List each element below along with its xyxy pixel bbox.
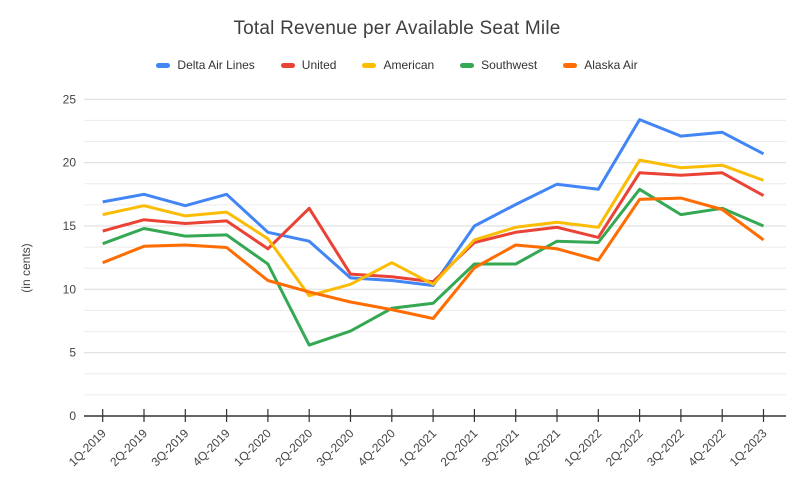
y-axis-title: (in cents) <box>19 243 33 292</box>
legend-marker-icon <box>460 62 475 68</box>
x-category-label: 3Q-2022 <box>644 426 687 469</box>
legend-label: Delta Air Lines <box>177 58 255 72</box>
legend-item-delta-air-lines: Delta Air Lines <box>156 58 255 72</box>
x-category-label: 2Q-2021 <box>438 426 481 469</box>
y-tick-label: 10 <box>63 282 77 296</box>
x-category-label: 3Q-2021 <box>479 426 522 469</box>
legend-item-united: United <box>280 58 337 72</box>
legend-label: Alaska Air <box>584 58 638 72</box>
y-tick-label: 25 <box>63 92 77 106</box>
y-tick-label: 0 <box>69 409 76 423</box>
series-line-alaska-air <box>102 196 765 320</box>
y-tick-label: 20 <box>63 156 77 170</box>
x-category-label: 1Q-2022 <box>561 426 604 469</box>
series-line-delta-air-lines <box>102 118 765 287</box>
legend-marker-icon <box>156 62 171 68</box>
series-line-united <box>102 171 765 284</box>
y-tick-label: 5 <box>69 346 76 360</box>
x-category-label: 2Q-2019 <box>107 426 150 469</box>
x-category-label: 1Q-2019 <box>66 426 109 469</box>
x-category-label: 4Q-2022 <box>685 426 728 469</box>
legend-label: Southwest <box>481 58 538 72</box>
legend-label: American <box>383 58 435 72</box>
x-category-label: 3Q-2020 <box>314 426 357 469</box>
series-line-southwest <box>102 187 765 347</box>
series-line-american <box>102 158 765 298</box>
chart-title: Total Revenue per Available Seat Mile <box>233 18 561 39</box>
x-category-label: 1Q-2023 <box>727 426 770 469</box>
x-category-label: 1Q-2021 <box>396 426 439 469</box>
legend: Delta Air Lines United American Southwest Al… <box>0 58 794 72</box>
legend-marker-icon <box>563 62 578 68</box>
x-category-label: 4Q-2020 <box>355 426 398 469</box>
y-tick-label: 15 <box>63 219 77 233</box>
legend-item-southwest: Southwest <box>460 58 537 72</box>
x-category-label: 1Q-2020 <box>231 426 274 469</box>
x-category-label: 3Q-2019 <box>148 426 191 469</box>
x-category-label: 4Q-2021 <box>520 426 563 469</box>
legend-item-american: American <box>362 58 434 72</box>
x-category-label: 2Q-2020 <box>272 426 315 469</box>
legend-item-alaska-air: Alaska Air <box>563 58 638 72</box>
x-category-label: 2Q-2022 <box>603 426 646 469</box>
legend-marker-icon <box>280 62 295 68</box>
legend-label: United <box>301 58 337 72</box>
legend-marker-icon <box>362 62 377 68</box>
x-category-label: 4Q-2019 <box>190 426 233 469</box>
